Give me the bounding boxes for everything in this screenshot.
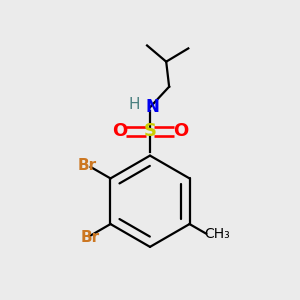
Text: S: S	[143, 122, 157, 140]
Text: CH₃: CH₃	[204, 226, 230, 241]
Text: O: O	[112, 122, 127, 140]
Text: Br: Br	[77, 158, 97, 173]
Text: Br: Br	[81, 230, 100, 245]
Text: O: O	[173, 122, 188, 140]
Text: H: H	[128, 98, 140, 112]
Text: N: N	[146, 98, 159, 116]
